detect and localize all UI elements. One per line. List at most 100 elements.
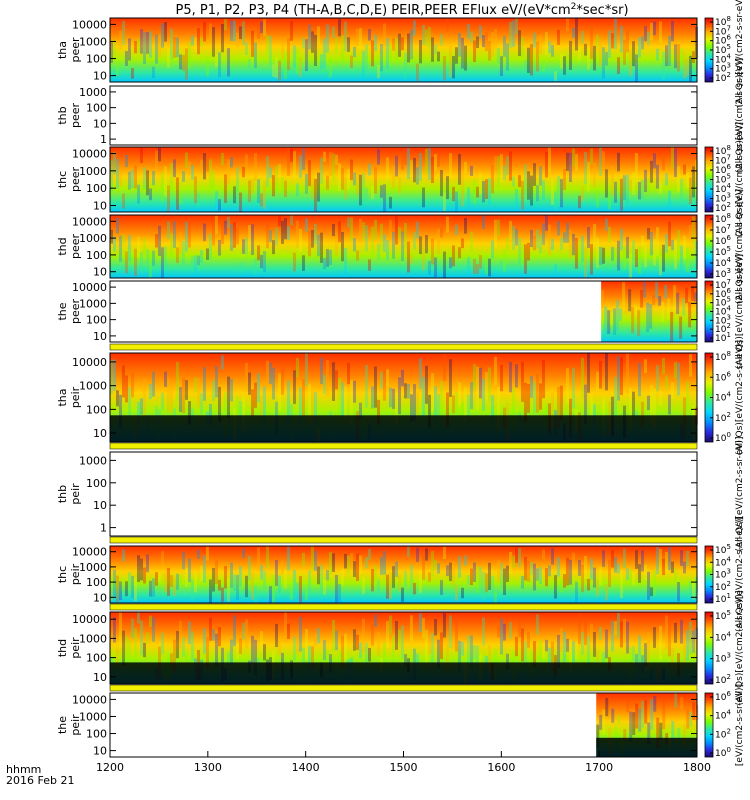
spectrogram-streak <box>485 573 488 593</box>
x-tick-label: 1500 <box>390 761 418 774</box>
spectrogram-streak <box>437 51 440 62</box>
spectrogram-streak <box>203 628 206 654</box>
spectrogram-streak <box>479 566 482 594</box>
spectrogram-streak <box>248 225 251 252</box>
x-tick-label: 1600 <box>487 761 515 774</box>
spectrogram-streak <box>176 631 179 659</box>
spectrogram-streak <box>578 559 581 576</box>
spectrogram-streak <box>245 575 248 598</box>
spectrogram-streak <box>461 641 464 656</box>
spectrogram-streak <box>569 152 572 182</box>
spectrogram-streak <box>659 181 662 194</box>
spectrogram-streak <box>652 294 656 306</box>
spectrogram-streak <box>128 171 131 190</box>
spectrogram-streak <box>485 372 488 401</box>
spectrogram-streak <box>251 572 254 600</box>
spectrogram-streak <box>617 240 620 271</box>
spectrogram-streak <box>386 240 389 260</box>
spectrogram-streak <box>515 229 518 246</box>
spectrogram-streak <box>404 383 407 399</box>
spectrogram-streak <box>305 218 308 232</box>
spectrogram-streak <box>518 175 521 188</box>
spectrogram-streak <box>548 41 551 54</box>
y-tick-label: 10 <box>93 117 107 130</box>
spectrogram-streak <box>275 227 278 246</box>
spectrogram-streak <box>194 377 197 393</box>
spectrogram-streak <box>257 179 260 204</box>
spectrogram-streak <box>206 546 209 561</box>
spectrogram-streak <box>620 357 623 395</box>
spectrogram-streak <box>599 360 602 389</box>
spectrogram-streak <box>350 217 353 242</box>
spectrogram-streak <box>539 234 542 254</box>
separator-bar <box>109 536 698 544</box>
spectrogram-streak <box>197 255 200 266</box>
spectrogram-streak <box>596 34 599 48</box>
spectrogram-streak <box>482 181 485 203</box>
spectrogram-streak <box>365 556 368 569</box>
spectrogram-streak <box>494 29 497 50</box>
colorbar <box>704 611 714 685</box>
spectrogram-streak <box>377 579 380 598</box>
spectrogram-streak <box>533 641 536 667</box>
spectrogram-streak <box>371 624 374 646</box>
spectrogram-streak <box>602 709 606 735</box>
spectrogram-streak <box>179 192 182 205</box>
spectrogram-streak <box>659 548 662 571</box>
spectrogram-streak <box>578 195 581 209</box>
spectrogram-streak <box>398 33 401 57</box>
zero-flux-region <box>110 415 697 442</box>
spectrogram-streak <box>203 223 206 242</box>
spectrogram-streak <box>383 23 386 47</box>
spectrogram-streak <box>587 353 590 393</box>
spectrogram-streak <box>488 40 491 61</box>
spectrogram-streak <box>437 639 440 668</box>
spectrogram-streak <box>362 173 365 204</box>
spectrogram-streak <box>311 229 314 248</box>
colorbar-tick-label: 105 <box>715 543 731 556</box>
spectrogram-streak <box>299 387 302 425</box>
spectrogram-streak <box>584 43 587 56</box>
spectrogram-streak <box>683 164 686 175</box>
colorbar-tick-exponent: 6 <box>726 234 731 242</box>
spectrogram-streak <box>425 29 428 47</box>
spectrogram-streak <box>533 32 536 48</box>
colorbar-tick-exponent: 2 <box>726 727 730 735</box>
spectrogram-streak <box>530 44 533 76</box>
spectrogram-streak <box>113 569 116 597</box>
spectrogram-streak <box>236 167 239 200</box>
spectrogram-streak <box>356 553 359 581</box>
spectrogram-streak <box>440 580 443 595</box>
colorbar-tick-exponent: 7 <box>726 278 730 286</box>
spectrogram-streak <box>518 30 521 57</box>
spectrogram-streak <box>611 33 614 49</box>
colorbar-tick-exponent: 6 <box>726 287 731 295</box>
spectrogram-streak <box>416 653 419 672</box>
spectrogram-streak <box>119 394 122 428</box>
spectrogram-streak <box>233 222 236 248</box>
x-axis: 1200 1300 1400 1500 1600 1700 1800 <box>96 751 711 774</box>
spectrogram-streak <box>641 550 644 572</box>
spectrogram-streak <box>662 157 665 171</box>
spectrogram-streak <box>506 156 509 175</box>
spectrogram-streak <box>359 402 362 419</box>
spectrogram-streak <box>395 37 398 65</box>
spectrogram-streak <box>524 382 527 422</box>
spectrogram-streak <box>134 40 137 54</box>
spectrogram-streak <box>557 557 560 577</box>
spectrogram-streak <box>494 356 497 386</box>
spectrogram-streak <box>613 308 617 335</box>
spectrogram-streak <box>158 225 161 256</box>
colorbar-tick-exponent: 2 <box>726 322 730 330</box>
spectrogram-streak <box>179 574 182 588</box>
spectrogram-streak <box>236 643 239 660</box>
panel-nodata-region <box>110 693 597 757</box>
spectrogram-streak <box>644 359 647 373</box>
spectrogram-streak <box>386 38 389 70</box>
spectrogram-streak <box>506 43 509 71</box>
spectrogram-streak <box>422 24 425 45</box>
spectrogram-streak <box>110 359 113 395</box>
